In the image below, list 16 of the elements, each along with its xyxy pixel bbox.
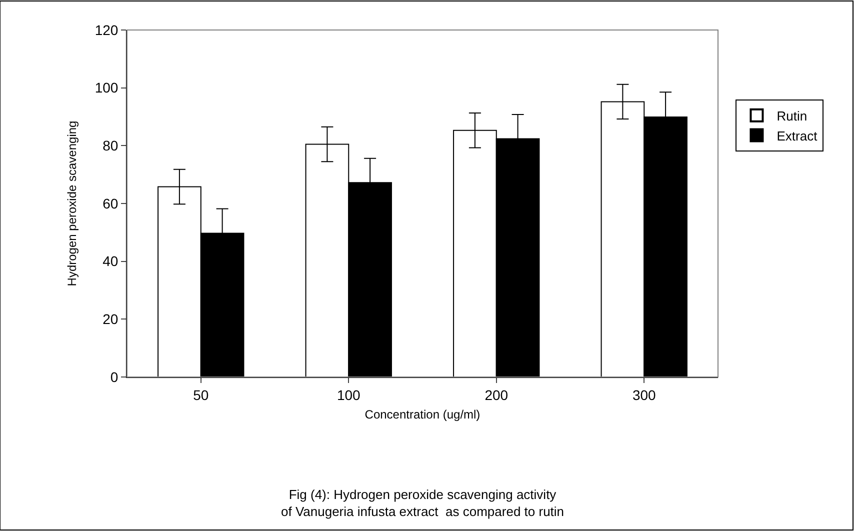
x-tick-label: 100	[336, 386, 361, 403]
x-tick-label: 50	[193, 386, 209, 403]
legend-label: Rutin	[776, 108, 808, 124]
y-tick-label: 100	[94, 80, 118, 96]
x-tick-label: 200	[484, 386, 508, 403]
y-tick-label: 0	[110, 368, 118, 385]
y-tick-label: 60	[102, 195, 118, 212]
x-tick-label: 300	[632, 386, 656, 403]
y-tick-label: 40	[102, 253, 118, 270]
y-axis-title: Hydrogen peroxide scavenging	[65, 120, 80, 286]
y-tick-label: 20	[102, 311, 118, 328]
text: Fig (4): Hydrogen peroxide scavenging activity of Vanugeria infusta extract as compared to rutin	[281, 487, 564, 519]
x-axis-title: Concentration (ug/ml)	[364, 408, 480, 422]
y-tick-label: 80	[102, 138, 118, 154]
legend-label: Extract	[776, 128, 818, 144]
y-tick-label: 120	[94, 22, 118, 38]
